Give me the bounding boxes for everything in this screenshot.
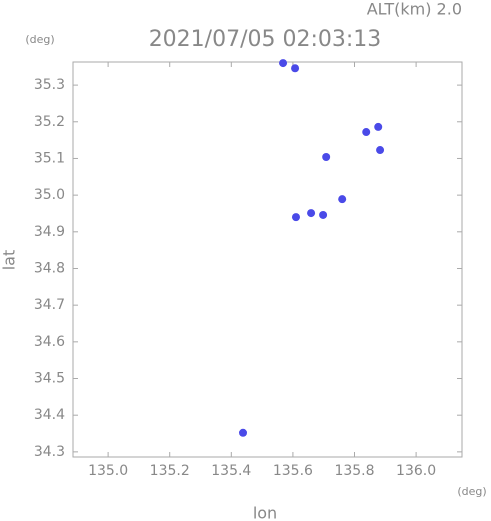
echo-point	[279, 59, 288, 68]
y-tick-label: 35.2	[34, 114, 65, 130]
plot-frame	[72, 61, 463, 458]
y-tick-label: 34.4	[34, 407, 65, 423]
y-tick-label: 34.6	[34, 334, 65, 350]
x-unit: (deg)	[457, 485, 486, 498]
y-tick-label: 34.8	[34, 260, 65, 276]
y-tick-label: 35.3	[34, 77, 65, 93]
echo-point	[374, 122, 383, 131]
y-tick-label: 34.5	[34, 371, 65, 387]
echo-point	[291, 64, 300, 73]
y-axis-label: lat	[0, 250, 19, 271]
y-tick-label: 35.1	[34, 150, 65, 166]
y-tick-label: 35.0	[34, 187, 65, 203]
echo-point	[307, 209, 316, 218]
altitude-label: ALT(km) 2.0	[367, 0, 462, 19]
echo-point	[239, 428, 248, 437]
x-tick-label: 135.6	[273, 463, 313, 479]
x-tick-label: 135.0	[88, 463, 128, 479]
x-tick-label: 135.8	[334, 463, 374, 479]
x-tick-label: 135.2	[150, 463, 190, 479]
echo-point	[376, 146, 385, 155]
echo-point	[338, 195, 347, 204]
y-tick-label: 34.7	[34, 297, 65, 313]
y-tick-label: 34.9	[34, 224, 65, 240]
y-tick-label: 34.3	[34, 444, 65, 460]
x-axis-label: lon	[253, 504, 277, 521]
y-unit: (deg)	[25, 33, 54, 46]
x-tick-label: 136.0	[396, 463, 436, 479]
echo-point	[322, 152, 331, 161]
x-tick-label: 135.4	[211, 463, 251, 479]
echo-point	[362, 128, 371, 137]
chart-title: 2021/07/05 02:03:13	[149, 27, 382, 52]
echo-point	[291, 213, 300, 222]
echo-point	[319, 210, 328, 219]
